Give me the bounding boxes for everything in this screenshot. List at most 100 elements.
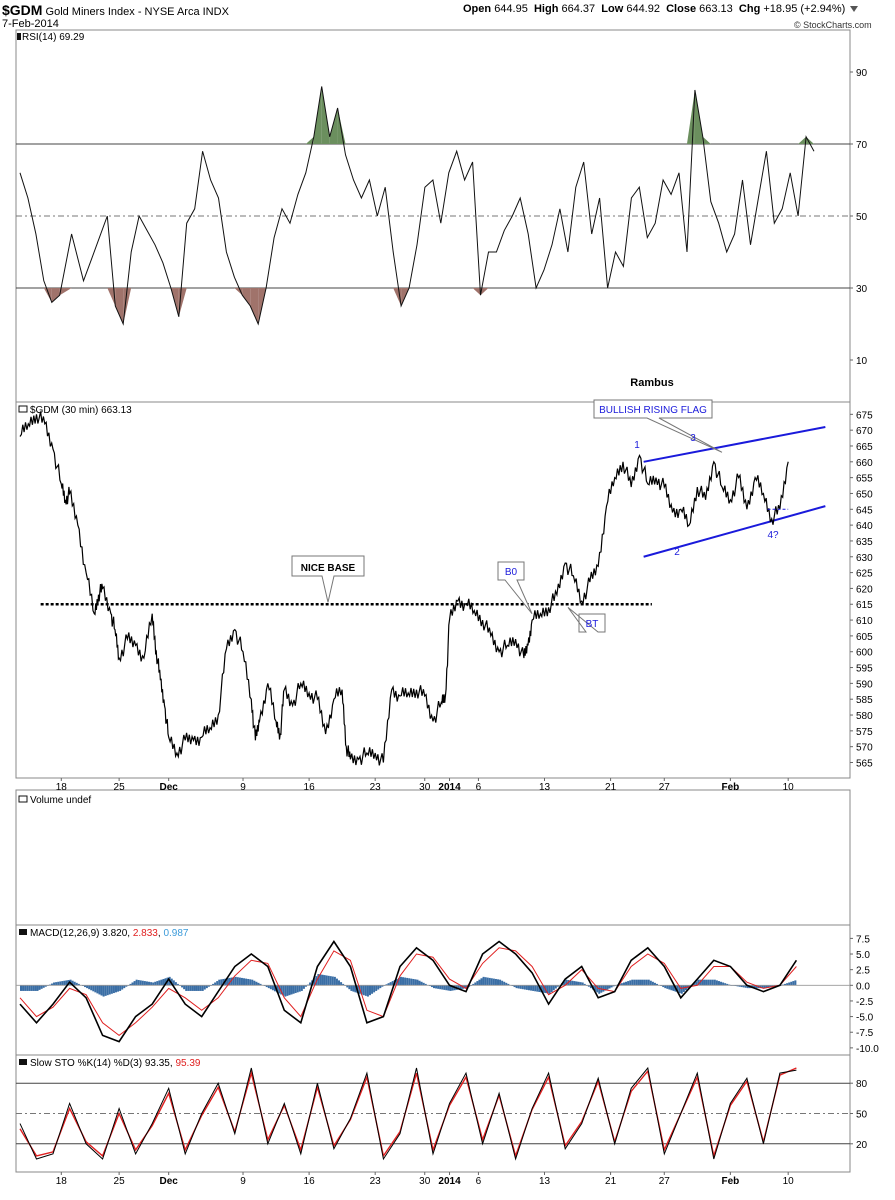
macd-tick-label: 5.0: [856, 950, 870, 961]
stochastic-legend-k: 93.35,: [145, 1058, 176, 1069]
macd-histogram-bar: [354, 985, 357, 993]
macd-tick-label: 2.5: [856, 966, 870, 977]
stochastic-tick-label: 20: [856, 1140, 868, 1151]
macd-histogram-bar: [656, 983, 659, 986]
macd-histogram-bar: [86, 985, 89, 989]
price-x-tick-label: 16: [304, 782, 316, 793]
macd-histogram-bar: [309, 982, 312, 986]
macd-histogram-bar: [404, 977, 407, 986]
macd-histogram-bar: [129, 983, 132, 986]
macd-histogram-bar: [269, 985, 272, 990]
macd-histogram-bar: [28, 985, 31, 991]
rsi-oversold-fill: [480, 288, 489, 296]
macd-histogram-bar: [668, 985, 671, 990]
macd-histogram-bar: [154, 981, 157, 986]
stochastic-legend-d: 95.39: [175, 1058, 200, 1069]
macd-legend-signal: 2.833: [133, 928, 158, 939]
bottom-x-tick-label: 16: [304, 1176, 316, 1187]
macd-histogram-bar: [705, 979, 708, 986]
macd-histogram-bar: [100, 985, 103, 996]
price-legend: $GDM (30 min) 663.13: [30, 405, 132, 416]
macd-histogram-bar: [651, 981, 654, 986]
macd-histogram-bar: [575, 981, 578, 986]
macd-histogram-bar: [296, 985, 299, 993]
macd-histogram-bar: [647, 979, 650, 986]
macd-histogram-bar: [463, 985, 466, 989]
bottom-x-tick-label: 2014: [438, 1176, 461, 1187]
macd-histogram-bar: [366, 985, 369, 997]
price-tick-label: 580: [856, 711, 873, 722]
macd-histogram-bar: [459, 985, 462, 990]
macd-histogram-bar: [753, 985, 756, 989]
macd-histogram-bar: [643, 979, 646, 986]
flag-lower-trendline: [643, 505, 826, 558]
macd-histogram-bar: [515, 985, 518, 989]
macd-histogram-bar: [325, 975, 328, 986]
rsi-tick-label: 10: [856, 356, 868, 367]
macd-histogram-bar: [788, 982, 791, 986]
macd-histogram-bar: [792, 981, 795, 986]
macd-histogram-bar: [135, 979, 138, 986]
macd-histogram-bar: [298, 985, 301, 992]
macd-histogram-bar: [497, 979, 500, 986]
macd-histogram-bar: [191, 985, 194, 991]
macd-histogram-bar: [294, 985, 297, 994]
macd-histogram-bar: [602, 985, 605, 992]
macd-histogram-bar: [523, 985, 526, 990]
macd-histogram-bar: [625, 981, 628, 986]
macd-histogram-bar: [26, 985, 29, 991]
macd-histogram-bar: [610, 985, 613, 988]
stochastic-d-line: [19, 1067, 797, 1159]
instrument-name: Gold Miners Index - NYSE Arca INDX: [45, 6, 229, 18]
macd-histogram-bar: [527, 985, 530, 991]
macd-histogram-bar: [265, 985, 268, 988]
macd-histogram-bar: [517, 985, 520, 989]
macd-histogram-bar: [689, 985, 692, 987]
wave-2-label: 2: [674, 547, 680, 558]
macd-histogram-bar: [786, 983, 789, 986]
macd-tick-label: 0.0: [856, 981, 870, 992]
macd-histogram-bar: [160, 979, 163, 986]
macd-histogram-bar: [598, 985, 601, 994]
macd-histogram-bar: [125, 985, 128, 987]
macd-histogram-bar: [486, 977, 489, 986]
macd-histogram-bar: [108, 985, 111, 995]
high-value: 664.37: [561, 3, 596, 15]
triangle-down-icon[interactable]: [850, 6, 859, 13]
macd-histogram-bar: [736, 985, 739, 987]
price-series-line: [19, 411, 789, 766]
bottom-x-tick-label: 30: [419, 1176, 431, 1187]
macd-histogram-bar: [189, 985, 192, 991]
macd-tick-label: 7.5: [856, 934, 870, 945]
price-tick-label: 615: [856, 600, 873, 611]
macd-histogram-bar: [494, 978, 497, 986]
price-x-tick-label: 21: [605, 782, 617, 793]
macd-legend-prefix: MACD(12,26,9): [30, 928, 102, 939]
macd-histogram-bar: [548, 985, 551, 994]
macd-histogram-bar: [373, 985, 376, 993]
macd-histogram-bar: [342, 983, 345, 986]
bottom-x-tick-label: Dec: [160, 1176, 179, 1187]
macd-histogram-bar: [695, 981, 698, 986]
macd-histogram-bar: [220, 979, 223, 986]
macd-histogram-bar: [519, 985, 522, 989]
macd-histogram-bar: [57, 981, 60, 986]
bottom-x-tick-label: 25: [114, 1176, 126, 1187]
macd-histogram-bar: [96, 985, 99, 994]
macd-histogram-bar: [65, 980, 68, 986]
macd-histogram-bar: [331, 976, 334, 986]
macd-histogram-bar: [755, 985, 758, 989]
rsi-legend: RSI(14) 69.29: [22, 32, 85, 43]
macd-histogram-bar: [525, 985, 528, 990]
price-legend-swatch: [18, 405, 28, 413]
macd-histogram-bar: [319, 974, 322, 986]
macd-histogram-bar: [474, 982, 477, 986]
bottom-x-tick-label: Feb: [721, 1176, 739, 1187]
macd-histogram-bar: [375, 985, 378, 991]
macd-histogram-bar: [480, 978, 483, 986]
macd-histogram-bar: [439, 985, 442, 990]
macd-histogram-bar: [521, 985, 524, 990]
low-value: 644.92: [626, 3, 660, 15]
price-tick-label: 570: [856, 743, 873, 754]
price-tick-label: 605: [856, 632, 873, 643]
